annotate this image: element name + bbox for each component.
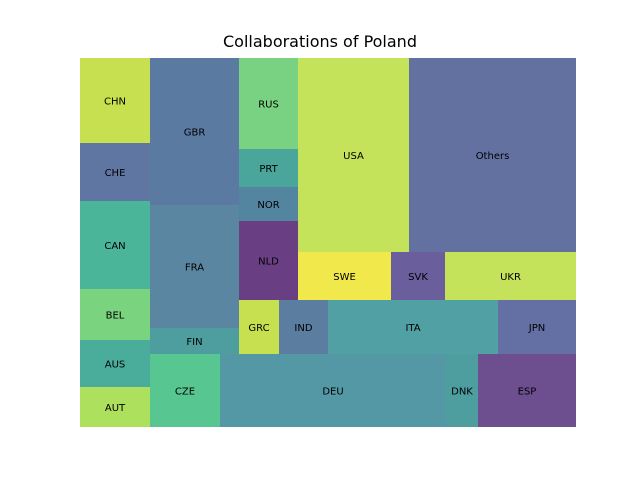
- tile-label-aut: AUT: [105, 403, 126, 414]
- tile-rect-swe: [298, 252, 391, 300]
- tile-label-ita: ITA: [405, 323, 420, 334]
- tile-label-deu: DEU: [322, 387, 343, 398]
- tile-label-dnk: DNK: [451, 387, 473, 398]
- tile-label-esp: ESP: [518, 387, 537, 398]
- tile-label-others: Others: [476, 151, 510, 162]
- tile-prt: PRT: [239, 149, 298, 187]
- tile-swe: SWE: [298, 252, 391, 300]
- tile-rect-ita: [328, 300, 498, 354]
- tile-chn: CHN: [80, 58, 150, 143]
- tile-deu: DEU: [220, 354, 446, 427]
- tile-label-nor: NOR: [257, 200, 279, 211]
- tile-grc: GRC: [239, 300, 279, 354]
- tile-label-fin: FIN: [186, 337, 202, 348]
- tile-rect-dnk: [446, 354, 478, 427]
- tile-nor: NOR: [239, 187, 298, 221]
- tile-rect-che: [80, 143, 150, 201]
- tile-rect-can: [80, 201, 150, 289]
- tile-svk: SVK: [391, 252, 445, 300]
- tile-ind: IND: [279, 300, 328, 354]
- tile-label-rus: RUS: [258, 100, 279, 111]
- tile-label-grc: GRC: [248, 323, 269, 334]
- tile-can: CAN: [80, 201, 150, 289]
- tile-others: Others: [409, 58, 576, 252]
- tile-label-prt: PRT: [259, 164, 278, 175]
- tile-rect-rus: [239, 58, 298, 149]
- tile-label-gbr: GBR: [184, 128, 206, 139]
- tile-rect-usa: [298, 58, 409, 252]
- tile-rect-prt: [239, 149, 298, 187]
- tile-rect-svk: [391, 252, 445, 300]
- tile-rect-grc: [239, 300, 279, 354]
- chart-title: Collaborations of Poland: [223, 32, 417, 51]
- tile-fin: FIN: [150, 328, 239, 354]
- tile-label-nld: NLD: [258, 257, 279, 268]
- tile-label-usa: USA: [343, 151, 364, 162]
- tile-rect-ukr: [445, 252, 576, 300]
- tile-aus: AUS: [80, 340, 150, 387]
- tile-label-aus: AUS: [105, 360, 126, 371]
- tile-rect-fin: [150, 328, 239, 354]
- tile-rect-others: [409, 58, 576, 252]
- tile-ukr: UKR: [445, 252, 576, 300]
- tile-rect-esp: [478, 354, 576, 427]
- tile-rect-chn: [80, 58, 150, 143]
- tile-label-chn: CHN: [104, 97, 126, 108]
- tile-aut: AUT: [80, 387, 150, 427]
- tile-ita: ITA: [328, 300, 498, 354]
- tile-label-ukr: UKR: [500, 272, 521, 283]
- tile-label-che: CHE: [105, 168, 126, 179]
- tile-rect-cze: [150, 354, 220, 427]
- tile-nld: NLD: [239, 221, 298, 300]
- tile-label-jpn: JPN: [528, 323, 545, 334]
- tile-bel: BEL: [80, 289, 150, 340]
- tile-rect-deu: [220, 354, 446, 427]
- tile-jpn: JPN: [498, 300, 576, 354]
- tile-fra: FRA: [150, 205, 239, 328]
- tile-label-can: CAN: [104, 241, 125, 252]
- tile-rect-ind: [279, 300, 328, 354]
- tile-usa: USA: [298, 58, 409, 252]
- tile-rect-jpn: [498, 300, 576, 354]
- tile-esp: ESP: [478, 354, 576, 427]
- tile-label-ind: IND: [294, 323, 312, 334]
- tile-label-cze: CZE: [175, 387, 195, 398]
- tile-gbr: GBR: [150, 58, 239, 205]
- tile-label-svk: SVK: [408, 272, 428, 283]
- tile-che: CHE: [80, 143, 150, 201]
- tile-rus: RUS: [239, 58, 298, 149]
- tile-rect-gbr: [150, 58, 239, 205]
- tile-label-bel: BEL: [106, 311, 125, 322]
- tile-rect-aus: [80, 340, 150, 387]
- tile-rect-fra: [150, 205, 239, 328]
- tile-rect-bel: [80, 289, 150, 340]
- tile-rect-aut: [80, 387, 150, 427]
- tile-cze: CZE: [150, 354, 220, 427]
- tile-rect-nor: [239, 187, 298, 221]
- tile-label-fra: FRA: [185, 263, 204, 274]
- tile-dnk: DNK: [446, 354, 478, 427]
- tile-label-swe: SWE: [333, 272, 356, 283]
- tile-rect-nld: [239, 221, 298, 300]
